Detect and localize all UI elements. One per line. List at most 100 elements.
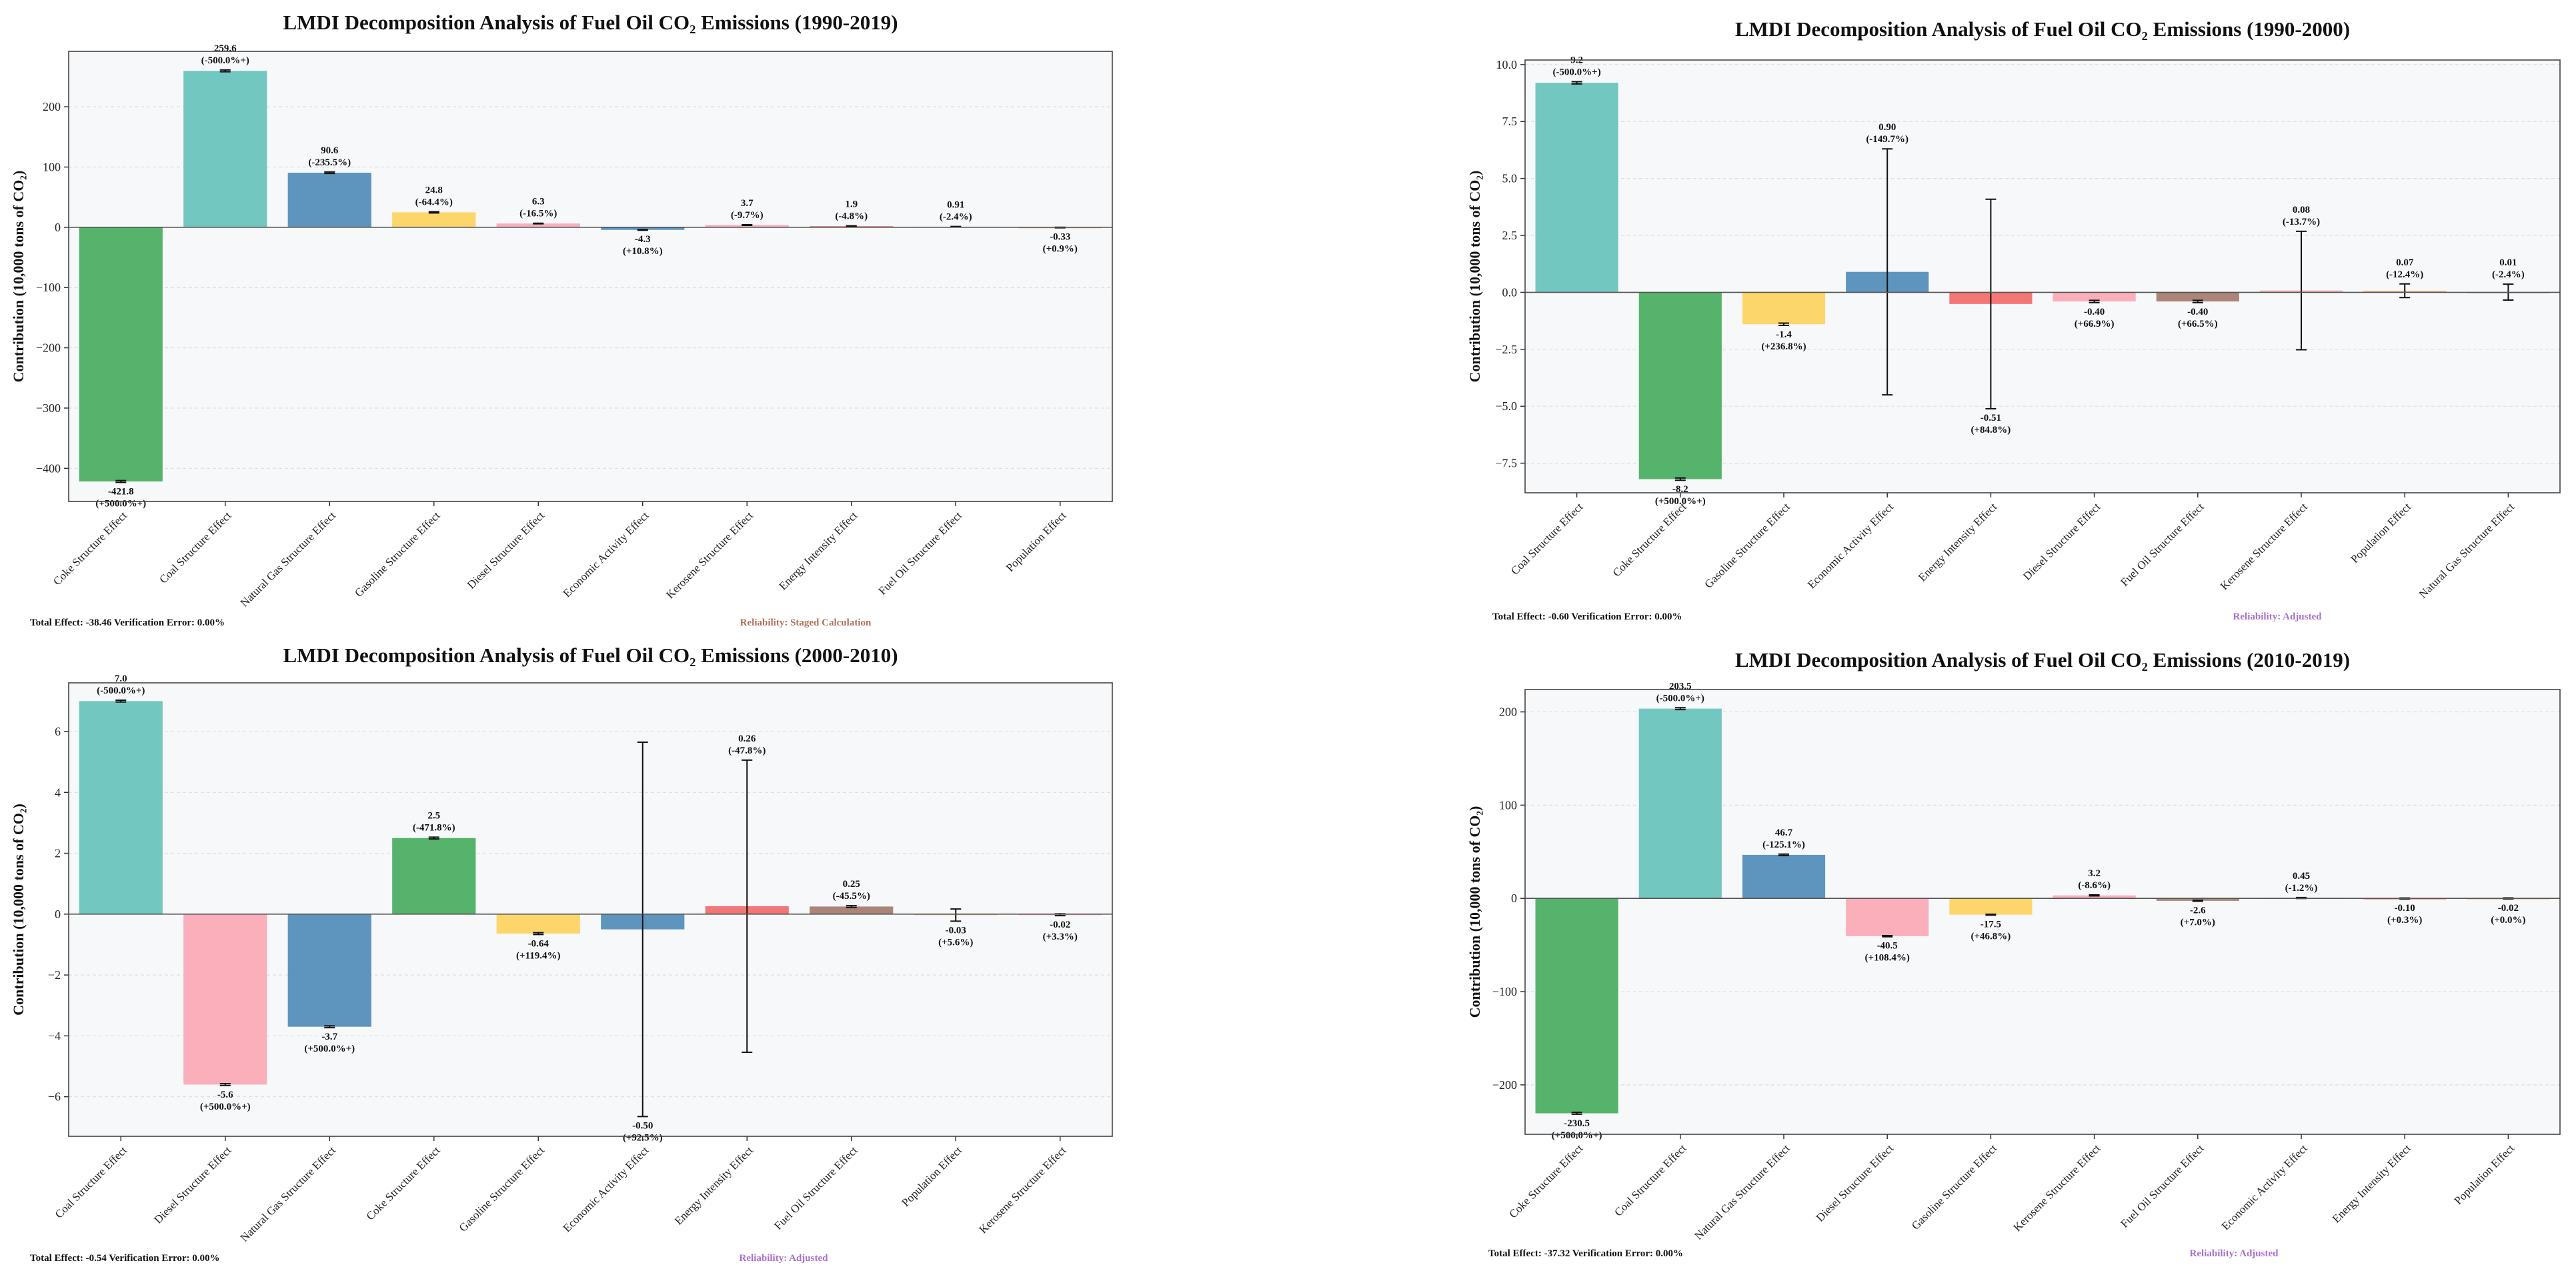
percent-label: (+500.0%+) — [304, 1044, 355, 1054]
y-tick-label: −300 — [36, 401, 61, 415]
percent-label: (-8.6%) — [2078, 880, 2111, 891]
value-label: -0.50 — [632, 1120, 653, 1131]
percent-label: (-4.8%) — [835, 211, 868, 222]
y-axis-label: Contribution (10,000 tons of CO₂) — [1466, 171, 1483, 383]
x-tick-label: Diesel Structure Effect — [465, 509, 547, 591]
value-label: -0.40 — [2084, 307, 2105, 317]
percent-label: (+66.9%) — [2075, 319, 2115, 329]
chart-panel-1: −400−300−200−1000100200-421.8(+500.0%+)2… — [10, 11, 1113, 628]
x-tick-label: Population Effect — [2348, 500, 2413, 565]
bar — [1742, 292, 1826, 325]
reliability-note: Reliability: Adjusted — [740, 1253, 829, 1264]
y-tick-label: 200 — [43, 100, 61, 113]
reliability-note: Reliability: Adjusted — [2233, 611, 2323, 622]
bar — [2156, 898, 2239, 901]
percent-label: (-2.4%) — [2492, 269, 2525, 280]
bar — [2053, 292, 2136, 302]
value-label: -230.5 — [1564, 1118, 1590, 1129]
value-label: 259.6 — [214, 43, 237, 54]
x-tick-label: Kerosene Structure Effect — [977, 1144, 1069, 1236]
reliability-note: Reliability: Adjusted — [2190, 1248, 2279, 1259]
value-label: -0.02 — [2498, 903, 2519, 914]
y-tick-label: −2.5 — [1495, 343, 1517, 356]
x-tick-label: Diesel Structure Effect — [1814, 1142, 1896, 1224]
y-tick-label: 0 — [55, 908, 61, 921]
x-tick-label: Coke Structure Effect — [364, 1144, 443, 1222]
chart-panel-4: −200−1000100200-230.5(+500.0%+)203.5(-50… — [1466, 648, 2561, 1259]
value-label: 0.90 — [1878, 122, 1896, 133]
x-tick-label: Natural Gas Structure Effect — [238, 509, 339, 609]
percent-label: (+10.8%) — [623, 246, 663, 257]
percent-label: (-2.4%) — [940, 212, 972, 223]
x-tick-label: Gasoline Structure Effect — [457, 1144, 547, 1234]
x-tick-label: Kerosene Structure Effect — [2218, 500, 2310, 592]
percent-label: (-125.1%) — [1762, 840, 1805, 850]
percent-label: (-13.7%) — [2283, 217, 2320, 227]
value-label: 0.07 — [2396, 257, 2414, 268]
bar — [705, 225, 789, 227]
y-tick-label: 2.5 — [1502, 229, 1518, 242]
x-tick-label: Economic Activity Effect — [1805, 500, 1896, 591]
bar — [79, 701, 163, 914]
x-tick-label: Coke Structure Effect — [1506, 1142, 1585, 1220]
x-tick-label: Coke Structure Effect — [51, 509, 129, 587]
value-label: 0.25 — [843, 879, 860, 890]
value-label: 1.9 — [845, 199, 858, 210]
x-tick-label: Coal Structure Effect — [157, 509, 234, 586]
percent-label: (-47.8%) — [728, 746, 766, 756]
y-tick-label: 0 — [1511, 892, 1517, 905]
bar — [287, 914, 371, 1027]
bar — [1949, 898, 2033, 915]
bar — [392, 838, 476, 914]
value-label: -0.33 — [1050, 232, 1070, 243]
y-tick-label: 7.5 — [1502, 115, 1518, 128]
x-tick-label: Gasoline Structure Effect — [1909, 1142, 2000, 1232]
value-label: -0.03 — [946, 925, 966, 936]
value-label: -0.51 — [1981, 413, 2001, 423]
footer-stats: Total Effect: -0.60 Verification Error: … — [1492, 611, 1682, 622]
percent-label: (-500.0%+) — [201, 55, 249, 66]
percent-label: (+500.0%+) — [200, 1102, 251, 1112]
y-tick-label: −200 — [36, 341, 61, 355]
chart-panel-2: −7.5−5.0−2.50.02.55.07.510.0 9.2(-500.0%+… — [1466, 17, 2561, 622]
value-label: -0.02 — [1050, 920, 1070, 930]
y-tick-label: −7.5 — [1495, 457, 1517, 470]
y-tick-label: 10.0 — [1496, 58, 1518, 71]
percent-label: (+5.6%) — [938, 937, 973, 948]
y-tick-label: 100 — [43, 160, 61, 173]
percent-label: (-500.0%+) — [97, 686, 145, 696]
y-tick-label: −400 — [36, 461, 61, 475]
percent-label: (-12.4%) — [2386, 269, 2423, 280]
percent-label: (+46.8%) — [1971, 931, 2011, 942]
percent-label: (-1.2%) — [2285, 883, 2318, 894]
percent-label: (+66.5%) — [2178, 319, 2218, 329]
percent-label: (-64.4%) — [415, 197, 453, 208]
chart-title: LMDI Decomposition Analysis of Fuel Oil … — [1735, 17, 2350, 41]
percent-label: (-45.5%) — [833, 891, 870, 902]
y-tick-label: 2 — [55, 847, 61, 860]
value-label: 0.91 — [947, 200, 964, 211]
percent-label: (-235.5%) — [308, 157, 351, 168]
x-tick-label: Diesel Structure Effect — [2021, 500, 2103, 583]
x-tick-label: Economic Activity Effect — [2219, 1142, 2310, 1232]
bar — [392, 212, 476, 227]
x-tick-label: Coal Structure Effect — [1508, 500, 1586, 577]
x-tick-label: Fuel Oil Structure Effect — [772, 1144, 860, 1232]
x-tick-label: Coke Structure Effect — [1610, 500, 1689, 579]
chart-panel-3: −6 −4 −2 0 2 4 6 7.0 (-500.0%+) -5.6 (+500.0%+) -3.… — [10, 644, 1113, 1264]
bar — [496, 914, 580, 934]
percent-label: (-500.0%+) — [1656, 693, 1704, 704]
x-tick-label: Population Effect — [1004, 509, 1069, 574]
bar — [1638, 292, 1722, 479]
bar — [1638, 708, 1722, 899]
percent-label: (+3.3%) — [1043, 932, 1078, 942]
bar — [1742, 854, 1826, 899]
plot-frame — [1524, 59, 2561, 493]
value-label: 90.6 — [321, 145, 339, 156]
x-tick-label: Natural Gas Structure Effect — [238, 1144, 339, 1244]
y-tick-label: −100 — [36, 281, 61, 294]
footer-stats: Total Effect: -37.32 Verification Error:… — [1488, 1248, 1683, 1259]
y-axis-label: Contribution (10,000 tons of CO₂) — [10, 804, 27, 1016]
percent-label: (-16.5%) — [519, 209, 557, 219]
x-tick-label: Energy Intensity Effect — [2330, 1142, 2413, 1225]
